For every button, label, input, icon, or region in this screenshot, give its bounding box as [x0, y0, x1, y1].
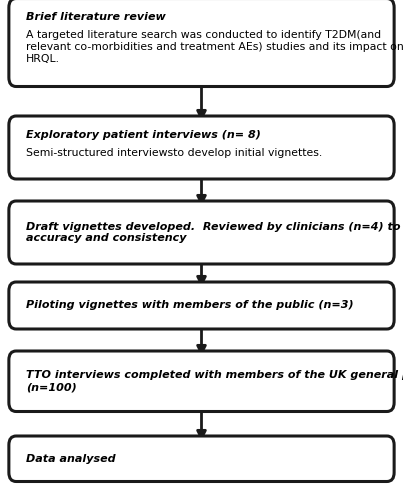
Text: Semi-structured interviewsto develop initial vignettes.: Semi-structured interviewsto develop ini…: [26, 148, 322, 158]
Text: TTO interviews completed with members of the UK general public
(n=100): TTO interviews completed with members of…: [26, 370, 403, 392]
Text: Data analysed: Data analysed: [26, 454, 116, 464]
Text: Piloting vignettes with members of the public (n=3): Piloting vignettes with members of the p…: [26, 300, 354, 310]
FancyBboxPatch shape: [9, 0, 394, 86]
Text: Draft vignettes developed.  Reviewed by clinicians (n=4) to ensure
accuracy and : Draft vignettes developed. Reviewed by c…: [26, 222, 403, 244]
Text: Brief literature review: Brief literature review: [26, 12, 166, 22]
Text: Exploratory patient interviews (n= 8): Exploratory patient interviews (n= 8): [26, 130, 261, 140]
Text: A targeted literature search was conducted to identify T2DM(and
relevant co-morb: A targeted literature search was conduct…: [26, 30, 403, 64]
FancyBboxPatch shape: [9, 351, 394, 412]
FancyBboxPatch shape: [9, 116, 394, 179]
FancyBboxPatch shape: [9, 436, 394, 482]
FancyBboxPatch shape: [9, 282, 394, 329]
FancyBboxPatch shape: [9, 201, 394, 264]
